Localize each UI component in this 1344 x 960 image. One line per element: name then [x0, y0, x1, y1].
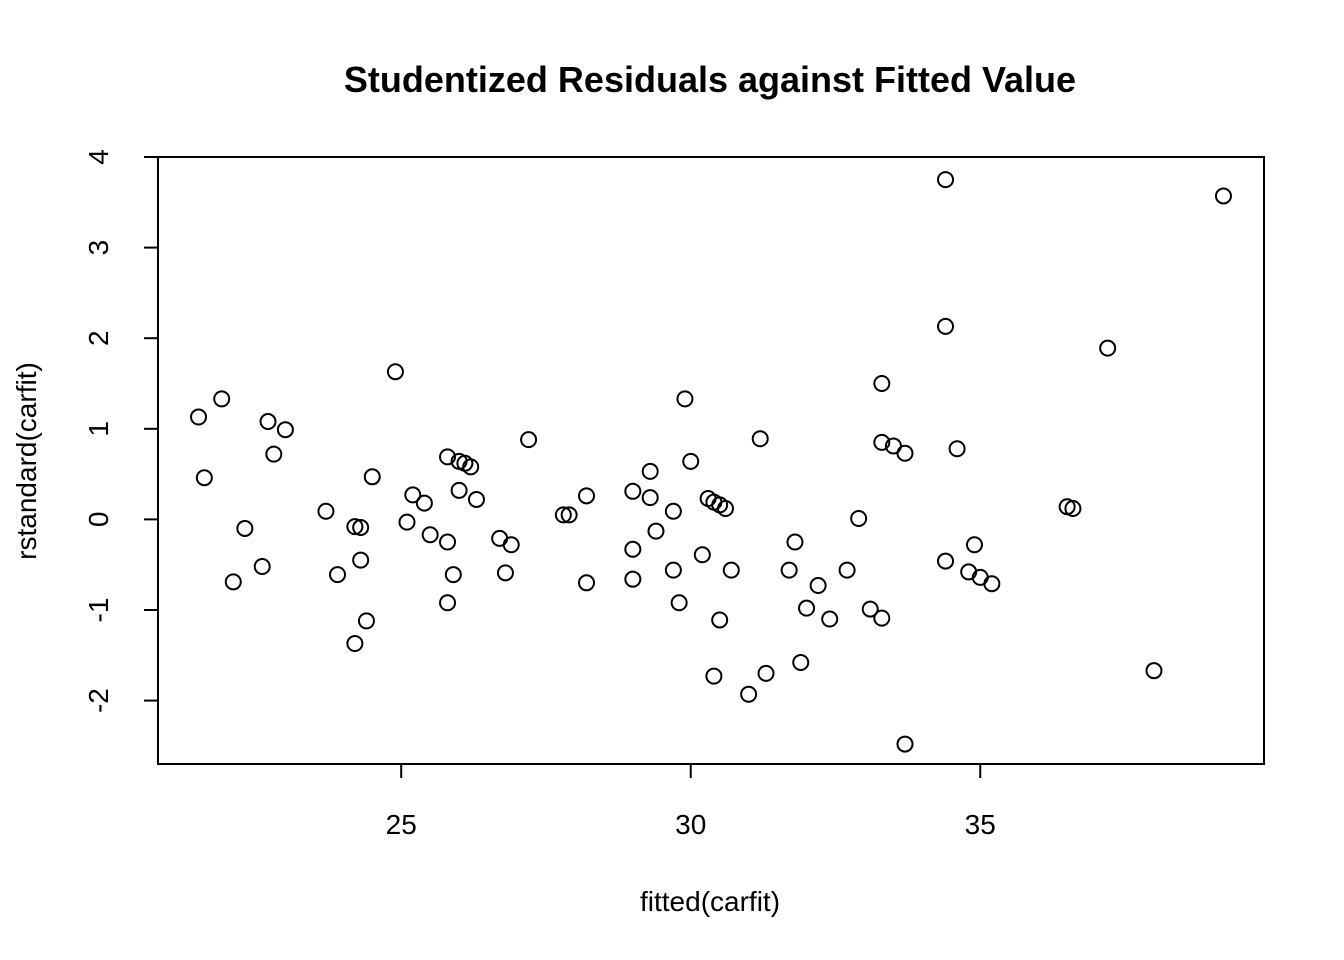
data-point [682, 452, 700, 470]
data-point [346, 635, 364, 653]
data-point [415, 494, 433, 512]
data-point [751, 430, 769, 448]
data-point [491, 529, 509, 547]
data-point [873, 609, 891, 627]
data-point [265, 445, 283, 463]
data-point [357, 612, 375, 630]
data-point [722, 561, 740, 579]
data-point [253, 557, 271, 575]
y-axis: -2 -1 0 1 2 3 4 [83, 149, 159, 713]
data-point [462, 458, 480, 476]
data-point [809, 577, 827, 595]
data-point [352, 551, 370, 569]
data-point [896, 444, 914, 462]
data-point [821, 610, 839, 628]
data-point [624, 540, 642, 558]
data-point [948, 440, 966, 458]
data-point [965, 536, 983, 554]
data-point [439, 594, 457, 612]
data-point [439, 448, 457, 466]
data-point [398, 513, 416, 531]
data-point [873, 433, 891, 451]
data-point [224, 573, 242, 591]
data-point [329, 566, 347, 584]
data-point [190, 408, 208, 426]
data-point [792, 654, 810, 672]
data-point [317, 502, 335, 520]
data-point [693, 546, 711, 564]
data-point [213, 390, 231, 408]
data-point [560, 506, 578, 524]
data-point [496, 564, 514, 582]
y-tick-label: 0 [83, 512, 114, 528]
data-point [195, 469, 213, 487]
data-point [624, 570, 642, 588]
data-point [467, 490, 485, 508]
x-axis-label: fitted(carfit) [640, 886, 780, 917]
data-point [421, 526, 439, 544]
y-tick-label: 2 [83, 330, 114, 346]
data-point [641, 462, 659, 480]
data-point [873, 374, 891, 392]
data-point [757, 664, 775, 682]
x-tick-label: 25 [386, 809, 417, 840]
data-point [259, 413, 277, 431]
data-point [554, 506, 572, 524]
data-point [896, 735, 914, 753]
data-point [404, 486, 422, 504]
data-point [740, 685, 758, 703]
data-point [664, 502, 682, 520]
data-point [520, 431, 538, 449]
data-point [641, 489, 659, 507]
x-tick-label: 35 [965, 809, 996, 840]
data-point [850, 509, 868, 527]
data-point [1099, 339, 1117, 357]
data-point [647, 522, 665, 540]
data-point [386, 363, 404, 381]
data-point [670, 594, 688, 612]
x-axis: 25 30 35 [386, 763, 996, 840]
data-point [861, 600, 879, 618]
data-point [937, 317, 955, 335]
data-point [444, 566, 462, 584]
y-tick-label: -1 [83, 598, 114, 623]
data-point [983, 575, 1001, 593]
data-points [190, 171, 1232, 753]
data-point [676, 390, 694, 408]
data-point [705, 667, 723, 685]
data-point [236, 519, 254, 537]
data-point [363, 468, 381, 486]
data-point [439, 533, 457, 551]
data-point [664, 561, 682, 579]
y-tick-label: 4 [83, 149, 114, 165]
data-point [450, 481, 468, 499]
plot-frame [157, 156, 1265, 765]
data-point [716, 500, 734, 518]
data-point [937, 552, 955, 570]
data-point [352, 519, 370, 537]
y-axis-label: rstandard(carfit) [11, 362, 42, 560]
data-point [838, 561, 856, 579]
data-point [578, 574, 596, 592]
x-tick-label: 30 [675, 809, 706, 840]
data-point [276, 421, 294, 439]
data-point [937, 171, 955, 189]
y-tick-label: 1 [83, 421, 114, 437]
data-point [1064, 500, 1082, 518]
chart-title: Studentized Residuals against Fitted Val… [344, 59, 1076, 100]
data-point [1145, 662, 1163, 680]
data-point [1214, 187, 1232, 205]
data-point [502, 536, 520, 554]
data-point [798, 599, 816, 617]
data-point [786, 533, 804, 551]
data-point [346, 518, 364, 536]
data-point [624, 482, 642, 500]
data-point [711, 611, 729, 629]
y-tick-label: 3 [83, 240, 114, 256]
data-point [780, 561, 798, 579]
y-tick-label: -2 [83, 688, 114, 713]
data-point [578, 487, 596, 505]
